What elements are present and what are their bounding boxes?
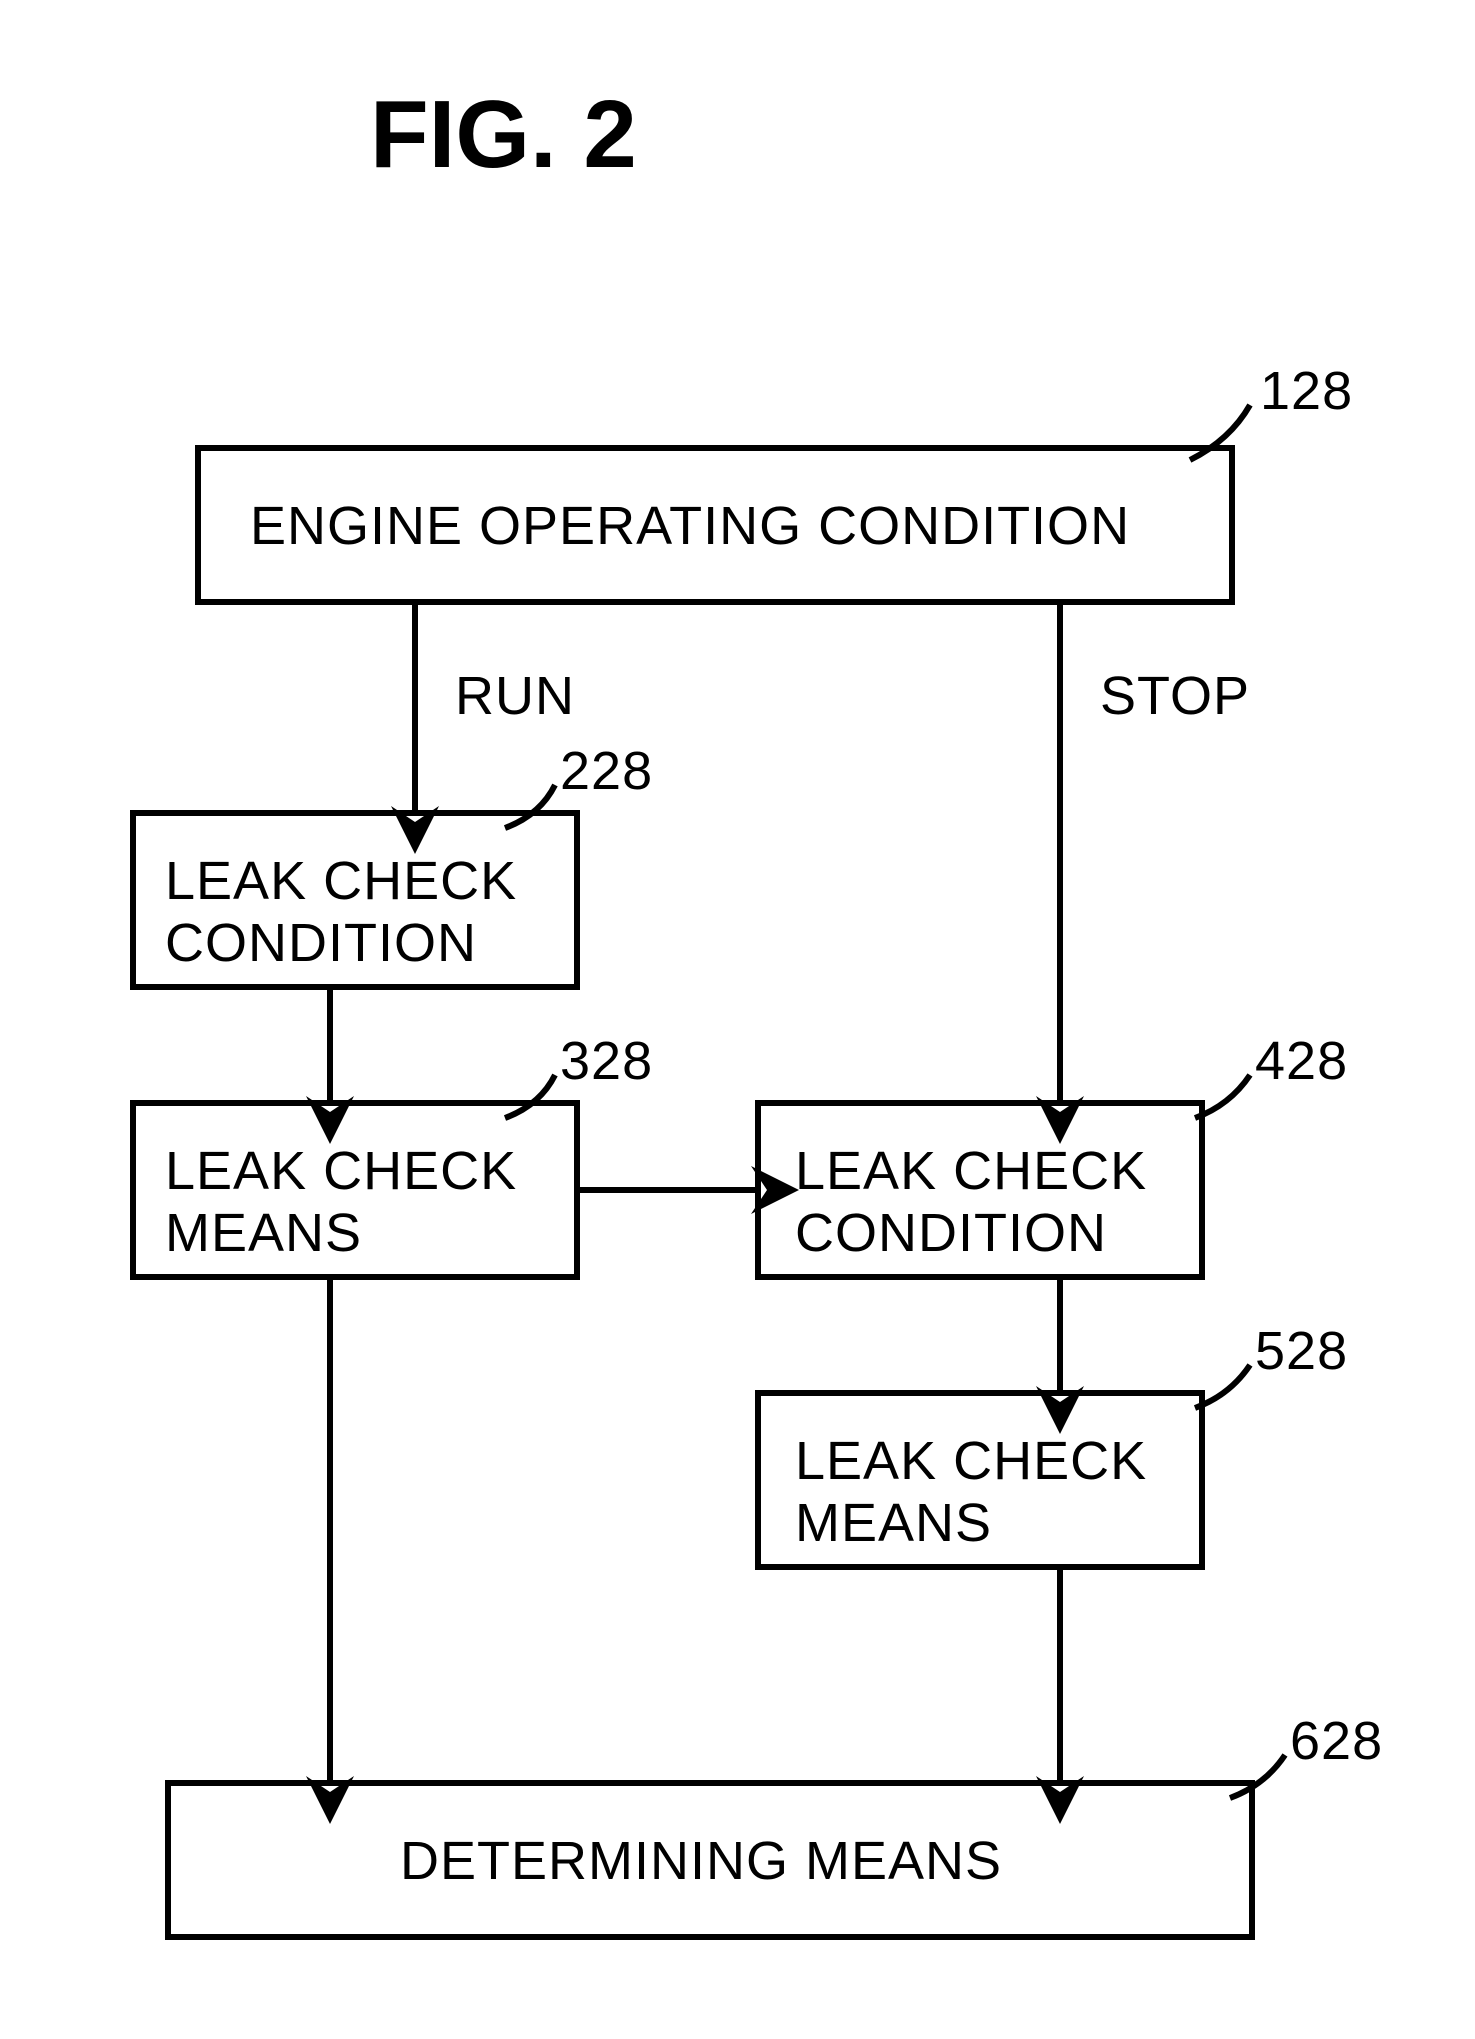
box-text-leak-check-condition-stop: LEAK CHECK CONDITION <box>795 1140 1147 1264</box>
box-text-leak-check-means-run: LEAK CHECK MEANS <box>165 1140 517 1264</box>
ref-528: 528 <box>1255 1320 1348 1382</box>
ref-428: 428 <box>1255 1030 1348 1092</box>
ref-628: 628 <box>1290 1710 1383 1772</box>
edge-label-run: RUN <box>455 665 575 727</box>
figure-title: FIG. 2 <box>370 80 637 190</box>
ref-228: 228 <box>560 740 653 802</box>
edge-label-stop: STOP <box>1100 665 1250 727</box>
box-text-leak-check-condition-run: LEAK CHECK CONDITION <box>165 850 517 974</box>
box-text-determining-means: DETERMINING MEANS <box>400 1830 1002 1892</box>
ref-328: 328 <box>560 1030 653 1092</box>
connector-lines <box>0 0 1475 2039</box>
flowchart-figure: FIG. 2 ENGINE OPERATING CONDITION LEAK C… <box>0 0 1475 2039</box>
box-text-engine-operating-condition: ENGINE OPERATING CONDITION <box>250 495 1130 557</box>
box-text-leak-check-means-stop: LEAK CHECK MEANS <box>795 1430 1147 1554</box>
ref-128: 128 <box>1260 360 1353 422</box>
